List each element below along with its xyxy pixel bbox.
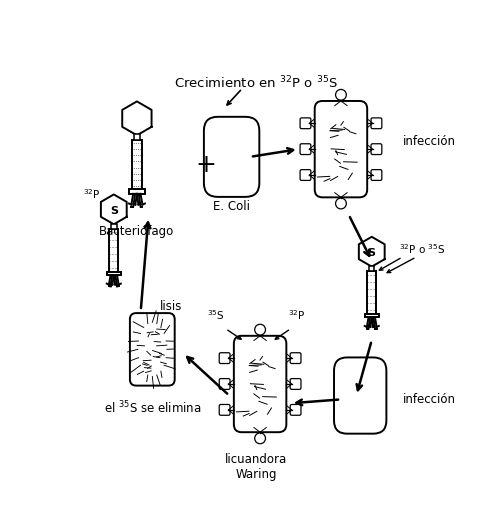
- Circle shape: [336, 198, 346, 209]
- FancyBboxPatch shape: [300, 118, 311, 129]
- Text: el $^{35}$S se elimina: el $^{35}$S se elimina: [104, 399, 201, 416]
- Bar: [107, 272, 120, 275]
- Circle shape: [254, 433, 266, 444]
- FancyBboxPatch shape: [334, 358, 386, 434]
- Text: infección: infección: [402, 393, 456, 406]
- FancyBboxPatch shape: [300, 144, 311, 155]
- Text: Crecimiento en $^{32}$P o $^{35}$S: Crecimiento en $^{32}$P o $^{35}$S: [174, 74, 338, 91]
- FancyBboxPatch shape: [290, 379, 301, 389]
- Text: $^{32}$P: $^{32}$P: [288, 309, 306, 322]
- Text: licuandora
Waring: licuandora Waring: [225, 453, 288, 481]
- Bar: [369, 266, 374, 271]
- FancyBboxPatch shape: [314, 101, 367, 197]
- FancyBboxPatch shape: [204, 117, 260, 197]
- FancyBboxPatch shape: [290, 405, 301, 415]
- Bar: [365, 314, 378, 318]
- Text: lisis: lisis: [160, 300, 182, 314]
- FancyBboxPatch shape: [371, 144, 382, 155]
- Bar: [132, 140, 142, 189]
- FancyBboxPatch shape: [371, 118, 382, 129]
- FancyBboxPatch shape: [219, 352, 230, 364]
- Text: E. Coli: E. Coli: [213, 200, 250, 213]
- Bar: [129, 189, 144, 194]
- Text: $^{35}$S: $^{35}$S: [206, 309, 224, 322]
- Bar: [134, 134, 140, 140]
- FancyBboxPatch shape: [290, 352, 301, 364]
- Text: S: S: [110, 206, 118, 216]
- Circle shape: [254, 324, 266, 335]
- FancyBboxPatch shape: [219, 379, 230, 389]
- Bar: [368, 271, 376, 314]
- Circle shape: [336, 89, 346, 100]
- Text: infección: infección: [402, 135, 456, 148]
- Text: Bacteriófago: Bacteriófago: [100, 225, 174, 238]
- FancyBboxPatch shape: [130, 313, 174, 386]
- Text: $^{32}$P o $^{35}$S: $^{32}$P o $^{35}$S: [398, 242, 445, 256]
- Bar: [110, 229, 118, 272]
- Text: $^{32}$P: $^{32}$P: [84, 187, 101, 201]
- FancyBboxPatch shape: [219, 405, 230, 415]
- Text: +: +: [196, 153, 216, 177]
- Text: S: S: [368, 248, 376, 258]
- FancyBboxPatch shape: [300, 170, 311, 180]
- Bar: [111, 224, 116, 229]
- FancyBboxPatch shape: [234, 336, 286, 432]
- FancyBboxPatch shape: [371, 170, 382, 180]
